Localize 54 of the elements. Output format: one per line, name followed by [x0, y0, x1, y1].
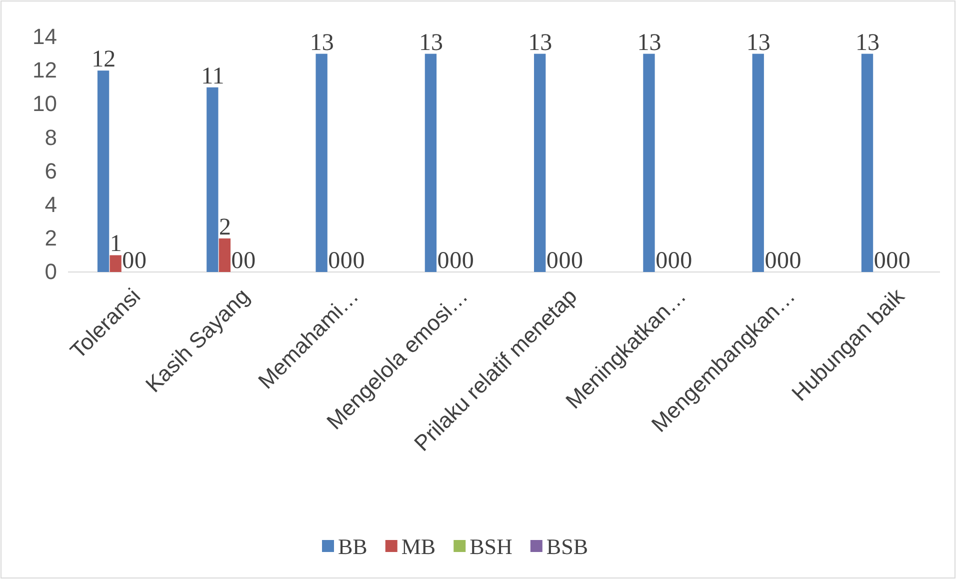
bar — [206, 87, 218, 272]
data-label: 0 — [898, 248, 910, 274]
data-label: 0 — [570, 248, 583, 274]
data-label: 0 — [462, 248, 474, 274]
data-label: 0 — [886, 248, 898, 274]
data-label: 0 — [134, 248, 146, 274]
data-label: 12 — [92, 46, 116, 73]
data-label: 1 — [110, 231, 122, 258]
y-tick-label: 6 — [44, 158, 57, 184]
data-label: 13 — [637, 30, 662, 56]
bar — [110, 255, 122, 272]
y-tick-label: 4 — [44, 192, 57, 217]
legend-label: BSH — [470, 534, 513, 559]
y-tick-label: 0 — [44, 259, 57, 284]
legend-label: MB — [401, 534, 436, 559]
bar — [861, 54, 874, 272]
y-tick-label: 14 — [32, 24, 57, 50]
data-label: 0 — [546, 248, 558, 274]
y-tick-label: 2 — [44, 225, 57, 250]
bar — [534, 54, 546, 272]
data-label: 0 — [244, 248, 256, 274]
data-label: 0 — [656, 248, 668, 274]
data-label: 0 — [340, 248, 352, 274]
bar — [643, 54, 655, 272]
data-label: 0 — [668, 248, 680, 274]
data-label: 0 — [776, 248, 789, 274]
legend-label: BB — [338, 534, 368, 559]
bar — [424, 54, 437, 272]
data-label: 11 — [201, 63, 224, 90]
data-label: 0 — [874, 248, 886, 274]
data-label: 0 — [764, 248, 777, 274]
y-tick-label: 12 — [32, 58, 57, 83]
data-label: 13 — [528, 30, 552, 56]
data-label: 0 — [789, 248, 802, 274]
data-label: 2 — [219, 214, 232, 240]
data-label: 13 — [419, 30, 444, 56]
y-tick-label: 8 — [44, 124, 57, 150]
data-label: 0 — [328, 248, 340, 274]
data-label: 0 — [558, 248, 571, 274]
bar — [97, 70, 110, 272]
data-label: 13 — [746, 30, 770, 56]
data-label: 13 — [310, 30, 334, 56]
data-label: 0 — [437, 248, 450, 274]
bar — [218, 238, 231, 272]
data-label: 0 — [122, 248, 134, 274]
data-label: 0 — [680, 248, 692, 274]
bar — [316, 54, 328, 272]
data-label: 0 — [352, 248, 365, 274]
data-label: 13 — [856, 30, 880, 56]
data-label: 0 — [450, 248, 462, 274]
legend-label: BSB — [546, 534, 588, 559]
data-label: 0 — [231, 248, 244, 274]
bar — [752, 54, 764, 272]
y-tick-label: 10 — [32, 91, 57, 116]
